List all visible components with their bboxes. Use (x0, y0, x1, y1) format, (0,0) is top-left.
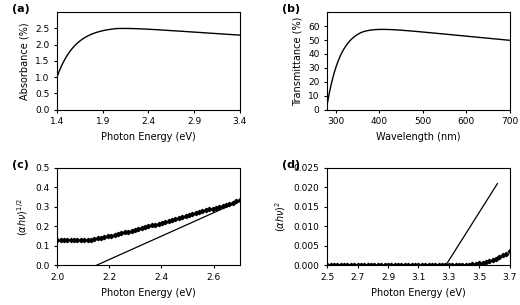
Text: (c): (c) (11, 160, 29, 170)
Y-axis label: $(\alpha h\nu)^{2}$: $(\alpha h\nu)^{2}$ (274, 201, 288, 232)
Y-axis label: Absorbance (%): Absorbance (%) (20, 22, 30, 100)
Text: (d): (d) (281, 160, 300, 170)
X-axis label: Wavelength (nm): Wavelength (nm) (376, 132, 461, 142)
X-axis label: Photon Energy (eV): Photon Energy (eV) (101, 288, 196, 298)
Text: (a): (a) (11, 4, 29, 14)
Y-axis label: $(\alpha h\nu)^{1/2}$: $(\alpha h\nu)^{1/2}$ (15, 198, 30, 235)
Text: (b): (b) (281, 4, 300, 14)
Y-axis label: Transmittance (%): Transmittance (%) (292, 16, 303, 106)
X-axis label: Photon Energy (eV): Photon Energy (eV) (101, 132, 196, 142)
X-axis label: Photon Energy (eV): Photon Energy (eV) (371, 288, 466, 298)
